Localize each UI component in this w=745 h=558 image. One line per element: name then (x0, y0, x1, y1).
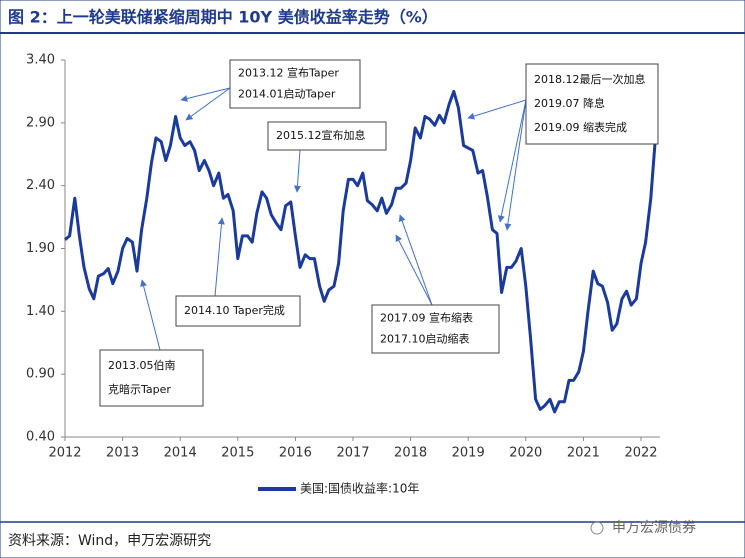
annotation-text: 2017.10启动缩表 (380, 331, 470, 345)
x-tick-label: 2019 (452, 446, 485, 461)
annotation-text: 2019.07 降息 (534, 96, 605, 110)
annotation-arrow (398, 214, 433, 306)
annotation-text: 2018.12最后一次加息 (534, 72, 646, 86)
annotation-arrow (140, 279, 161, 351)
y-tick-label: 2.90 (26, 115, 55, 130)
y-tick-label: 1.90 (26, 241, 55, 256)
y-tick-label: 2.40 (26, 178, 55, 193)
annotation-box (525, 63, 659, 145)
annotation-text: 2015.12宣布加息 (276, 128, 366, 142)
annotation-arrow (497, 99, 527, 223)
annotation-arrow (467, 99, 527, 120)
x-tick-label: 2017 (336, 446, 369, 461)
annotation-box (371, 304, 500, 354)
x-tick-label: 2012 (48, 446, 81, 461)
y-tick-label: 1.40 (26, 304, 55, 319)
annotation-text: 2019.09 缩表完成 (534, 120, 627, 134)
x-tick-label: 2014 (164, 446, 197, 461)
annotation-arrow (293, 149, 301, 193)
x-tick-label: 2013 (106, 446, 139, 461)
x-tick-label: 2022 (624, 446, 657, 461)
annotation-box (229, 59, 361, 109)
x-tick-label: 2018 (394, 446, 427, 461)
series-line (64, 89, 657, 414)
y-tick-label: 0.90 (26, 367, 55, 382)
x-tick-label: 2015 (221, 446, 254, 461)
x-tick-label: 2021 (567, 446, 600, 461)
watermark-icon (590, 521, 604, 535)
annotation-text: 2013.05伯南 (108, 358, 176, 372)
watermark: 申万宏源债券 (612, 520, 696, 536)
chart-title: 图 2：上一轮美联储紧缩周期中 10Y 美债收益率走势（%） (8, 8, 438, 27)
annotation-text: 克暗示Taper (108, 382, 171, 396)
annotation-box (175, 295, 301, 327)
annotation-box (267, 121, 387, 151)
y-tick-label: 3.40 (26, 53, 55, 68)
source: 资料来源：Wind，申万宏源研究 (8, 533, 211, 549)
annotation-text: 2017.09 宣布缩表 (380, 311, 473, 325)
x-tick-label: 2016 (279, 446, 312, 461)
annotation-text: 2014.10 Taper完成 (184, 303, 285, 317)
x-tick-label: 2020 (509, 446, 542, 461)
annotation-arrow (395, 234, 433, 306)
annotation-text: 2013.12 宣布Taper (238, 66, 339, 80)
annotation-arrow (180, 87, 231, 102)
annotation-text: 2014.01启动Taper (238, 87, 336, 100)
annotation-box (99, 349, 204, 407)
annotation-arrow (504, 99, 527, 231)
legend-label: 美国:国债收益率:10年 (300, 481, 419, 496)
y-tick-label: 0.40 (26, 430, 55, 445)
annotation-arrow (214, 217, 225, 297)
annotation-arrow (185, 87, 231, 121)
